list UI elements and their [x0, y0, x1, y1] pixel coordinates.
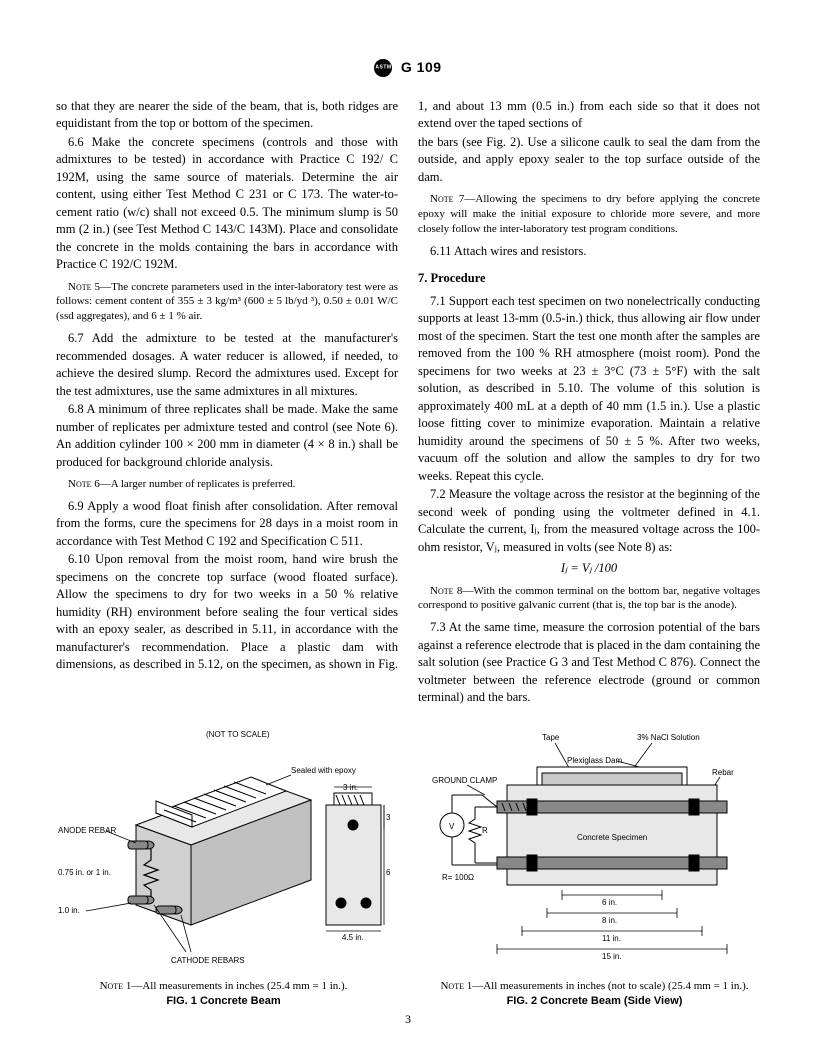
fig2-note: Note 1—All measurements in inches (not t… — [427, 979, 762, 994]
equation-1: Iⱼ = Vⱼ /100 — [418, 560, 760, 578]
designation: G 109 — [401, 59, 442, 75]
fig1-note-label: Note 1 — [100, 980, 132, 992]
para-7-1: 7.1 Support each test specimen on two no… — [418, 293, 760, 486]
text-columns: so that they are nearer the side of the … — [56, 98, 760, 707]
astm-logo — [374, 59, 392, 77]
page-number: 3 — [405, 1011, 411, 1028]
note-5-text: —The concrete parameters used in the int… — [56, 281, 398, 323]
figure-1: (NOT TO SCALE) — [56, 725, 391, 1010]
anode-rebar-body — [128, 841, 148, 849]
note-6-text: —A larger number of replicates is prefer… — [100, 478, 296, 490]
tape-3 — [527, 855, 537, 871]
para-6-8: 6.8 A minimum of three replicates shall … — [56, 401, 398, 471]
note-7: Note 7—Allowing the specimens to dry bef… — [418, 192, 760, 237]
note-8: Note 8—With the common terminal on the b… — [418, 584, 760, 614]
para-6-9: 6.9 Apply a wood float finish after cons… — [56, 498, 398, 551]
fig2-r1000: R= 100Ω — [442, 873, 474, 882]
fig1-d3a: 3 in. — [343, 783, 358, 792]
fig2-d15: 15 in. — [602, 952, 622, 961]
tape-1 — [527, 799, 537, 815]
solution-rect — [542, 773, 682, 785]
fig2-d11: 11 in. — [602, 934, 621, 943]
note-5: Note 5—The concrete parameters used in t… — [56, 280, 398, 325]
fig1-d6: 6 in. — [386, 868, 391, 877]
page-header: G 109 — [56, 58, 760, 78]
fig1-d075: 0.75 in. or 1 in. — [58, 868, 111, 877]
para-7-2: 7.2 Measure the voltage across the resis… — [418, 486, 760, 556]
fig2-dam: Plexiglass Dam — [567, 756, 622, 765]
para-6-11: 6.11 Attach wires and resistors. — [418, 243, 760, 261]
note-6-label: Note 6 — [68, 478, 100, 490]
fig2-concrete: Concrete Specimen — [577, 833, 647, 842]
note-6: Note 6—A larger number of replicates is … — [56, 477, 398, 492]
fig1-d3b: 3 in. — [386, 813, 391, 822]
fig2-solution: 3% NaCl Solution — [637, 733, 700, 742]
note-8-label: Note 8 — [430, 585, 462, 597]
fig2-r: R — [482, 826, 488, 835]
para-6-10-cont: the bars (see Fig. 2). Use a silicone ca… — [418, 134, 760, 187]
figure-2: Tape 3% NaCl Solution Plexiglass Dam Reb… — [427, 725, 762, 1010]
section-7-head: 7. Procedure — [418, 270, 760, 288]
fig2-v: V — [449, 822, 455, 831]
fig2-ground: GROUND CLAMP — [432, 776, 497, 785]
resistor-zigzag — [469, 813, 481, 851]
tape-4 — [689, 855, 699, 871]
fig1-sealed: Sealed with epoxy — [291, 766, 356, 775]
para-6-6: 6.6 Make the concrete specimens (control… — [56, 134, 398, 274]
fig1-svg: (NOT TO SCALE) — [56, 725, 391, 975]
note-5-label: Note 5 — [68, 281, 100, 293]
fig1-d10: 1.0 in. — [58, 906, 80, 915]
fig2-note-text: —All measurements in inches (not to scal… — [472, 980, 748, 992]
note-8-text: —With the common terminal on the bottom … — [418, 585, 760, 612]
fig2-rebar: Rebar — [712, 768, 734, 777]
para-6-5-cont: so that they are nearer the side of the … — [56, 98, 398, 133]
fig2-caption: FIG. 2 Concrete Beam (Side View) — [427, 994, 762, 1009]
figures-row: (NOT TO SCALE) — [56, 725, 760, 1010]
fig1-caption: FIG. 1 Concrete Beam — [56, 994, 391, 1009]
fig1-note: Note 1—All measurements in inches (25.4 … — [56, 979, 391, 994]
note-7-label: Note 7 — [430, 193, 464, 205]
fig1-cathode: CATHODE REBARS — [171, 956, 245, 965]
fig2-note-label: Note 1 — [440, 980, 472, 992]
fig2-d8: 8 in. — [602, 916, 617, 925]
para-6-7: 6.7 Add the admixture to be tested at th… — [56, 330, 398, 400]
para-7-3: 7.3 At the same time, measure the corros… — [418, 619, 760, 707]
fig2-d6: 6 in. — [602, 898, 617, 907]
fig1-notscale: (NOT TO SCALE) — [206, 730, 270, 739]
fig1-note-text: —All measurements in inches (25.4 mm = 1… — [131, 980, 347, 992]
note-7-text: —Allowing the specimens to dry before ap… — [418, 193, 760, 235]
fig1-anode-label: ANODE REBAR — [58, 826, 116, 835]
tape-2 — [689, 799, 699, 815]
fig1-d45: 4.5 in. — [342, 933, 364, 942]
fig2-tape: Tape — [542, 733, 560, 742]
fig2-svg: Tape 3% NaCl Solution Plexiglass Dam Reb… — [427, 725, 762, 975]
